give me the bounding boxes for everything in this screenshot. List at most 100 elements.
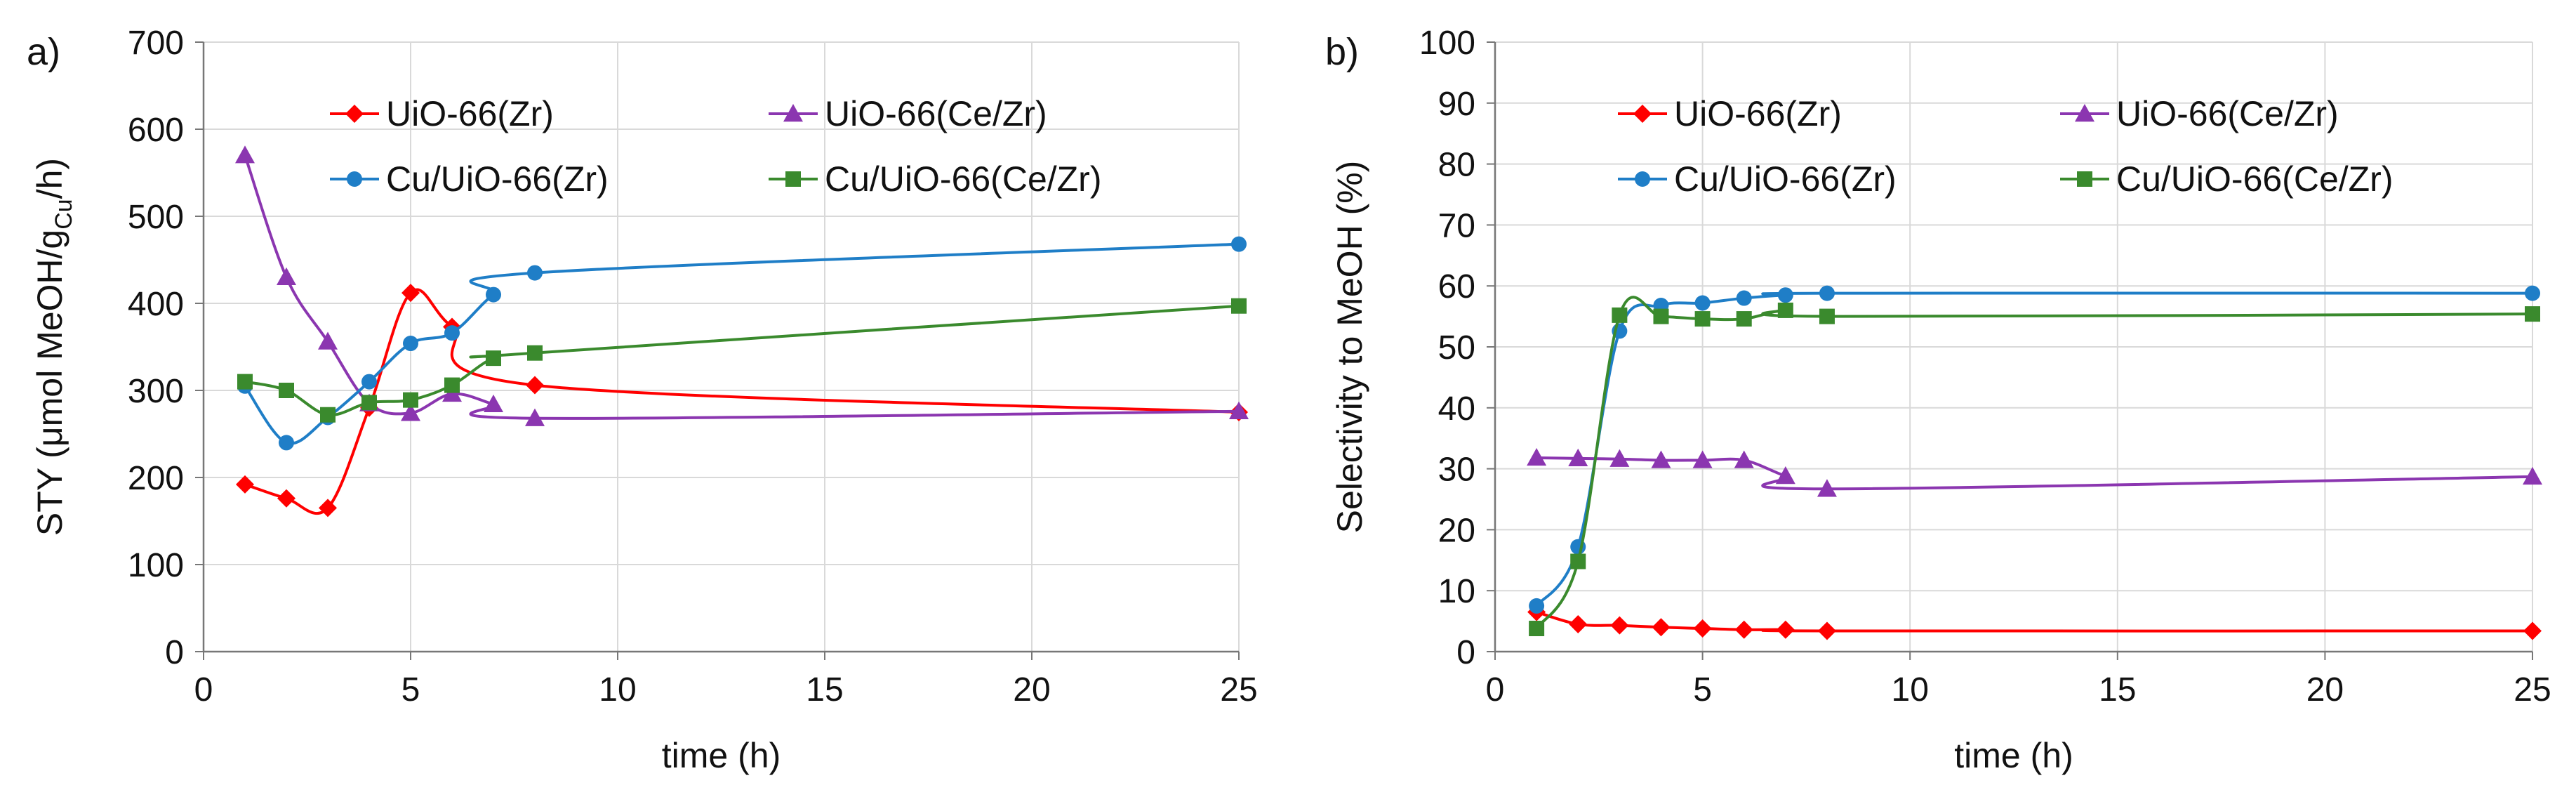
data-point xyxy=(1819,285,1835,301)
series-UiO-66(Zr) xyxy=(1527,602,2542,640)
data-point xyxy=(1653,308,1669,324)
data-point xyxy=(1777,302,1793,318)
y-axis-label-subscript: Cu xyxy=(51,199,77,229)
x-tick-label: 20 xyxy=(2306,671,2344,709)
data-point xyxy=(320,407,336,423)
data-point xyxy=(1231,298,1247,314)
data-point xyxy=(527,345,543,361)
legend-entry: Cu/UiO-66(Ce/Zr) xyxy=(769,159,1101,199)
data-point xyxy=(1527,447,1547,466)
x-axis-label: time (h) xyxy=(1954,736,2073,775)
data-point xyxy=(1776,620,1795,639)
data-point xyxy=(277,267,296,285)
x-tick-label: 5 xyxy=(401,671,420,709)
legend-label: UiO-66(Zr) xyxy=(386,94,554,133)
legend-entry: UiO-66(Ce/Zr) xyxy=(2060,94,2339,133)
data-point xyxy=(2525,285,2540,301)
legend-label: UiO-66(Ce/Zr) xyxy=(2116,94,2339,133)
legend-label: UiO-66(Zr) xyxy=(1674,94,1842,133)
data-point xyxy=(1775,466,1795,485)
y-tick-label: 700 xyxy=(128,25,184,62)
x-tick-label: 20 xyxy=(1013,671,1050,709)
data-point xyxy=(1694,295,1711,311)
y-tick-label: 0 xyxy=(1456,634,1475,671)
data-point xyxy=(2525,306,2540,322)
data-point xyxy=(444,377,460,393)
series-line xyxy=(244,304,1240,417)
series-Cu/UiO-66(Zr) xyxy=(1529,285,2540,614)
y-tick-label: 10 xyxy=(1438,573,1475,610)
y-tick-label: 200 xyxy=(128,460,184,497)
data-point xyxy=(526,376,544,395)
data-point xyxy=(1652,618,1671,637)
y-axis-label: STY (μmol MeOH/gCu/h) xyxy=(30,158,77,536)
chart-panel-b: b) 0 5 10 15 20 25 0 10 20 30 40 50 60 70 80 90 100 time (… xyxy=(1325,25,2551,775)
legend-marker xyxy=(783,104,803,122)
data-point xyxy=(237,374,253,390)
chart-panel-a: a) 0 5 10 15 20 25 0 100 200 300 400 500 600 700 time (… xyxy=(27,25,1258,775)
x-tick-label: 25 xyxy=(2514,671,2551,709)
legend-marker xyxy=(2075,104,2094,122)
y-tick-label: 60 xyxy=(1438,268,1475,305)
legend-entry: UiO-66(Zr) xyxy=(330,94,554,133)
data-point xyxy=(1734,620,1753,639)
x-tick-label: 5 xyxy=(1693,671,1712,709)
data-point xyxy=(277,489,296,508)
x-tick-label: 25 xyxy=(1220,671,1257,709)
y-tick-label: 40 xyxy=(1438,390,1475,428)
y-tick-label: 90 xyxy=(1438,86,1475,123)
legend-label: Cu/UiO-66(Zr) xyxy=(386,159,609,199)
data-point xyxy=(486,286,501,303)
legend-marker xyxy=(1635,171,1650,187)
data-point xyxy=(1568,448,1588,467)
data-point xyxy=(1569,614,1588,633)
data-point xyxy=(279,383,294,398)
data-point xyxy=(1231,236,1247,252)
legend-entry: UiO-66(Ce/Zr) xyxy=(769,94,1047,133)
data-point xyxy=(486,350,501,367)
series-line xyxy=(1536,610,2533,633)
data-point xyxy=(1736,311,1752,327)
data-point xyxy=(1817,621,1836,640)
y-tick-label: 500 xyxy=(128,199,184,236)
x-tick-label: 10 xyxy=(599,671,636,709)
y-axis-label-main: Selectivity to MeOH (%) xyxy=(1330,161,1369,534)
legend-entry: Cu/UiO-66(Zr) xyxy=(330,159,609,199)
data-point xyxy=(1610,616,1629,635)
data-point xyxy=(1694,311,1711,327)
legend-marker xyxy=(345,105,364,123)
series-Cu/UiO-66(Ce/Zr) xyxy=(237,298,1247,423)
data-point xyxy=(1609,449,1630,467)
x-tick-label: 15 xyxy=(2099,671,2136,709)
data-point xyxy=(525,408,545,426)
legend-entry: Cu/UiO-66(Ce/Zr) xyxy=(2060,159,2393,199)
series-line xyxy=(1535,291,2533,607)
data-point xyxy=(401,403,420,421)
data-point xyxy=(318,331,338,350)
data-point xyxy=(361,374,377,390)
x-tick-label: 0 xyxy=(194,671,213,709)
x-tick-label: 0 xyxy=(1486,671,1505,709)
x-axis-label: time (h) xyxy=(662,736,781,775)
y-tick-label: 20 xyxy=(1438,512,1475,549)
y-tick-label: 0 xyxy=(165,634,184,671)
data-point xyxy=(361,395,377,411)
data-point xyxy=(444,325,460,341)
data-point xyxy=(403,336,418,352)
series-line xyxy=(244,242,1240,445)
legend-entry: UiO-66(Zr) xyxy=(1618,94,1842,133)
legend-marker xyxy=(2077,171,2092,187)
data-point xyxy=(1612,307,1628,323)
data-point xyxy=(319,499,337,518)
data-point xyxy=(403,392,418,408)
y-axis-label: Selectivity to MeOH (%) xyxy=(1330,161,1369,534)
series-line xyxy=(1536,456,2533,491)
legend-marker xyxy=(785,171,801,187)
data-point xyxy=(1693,619,1712,638)
data-point xyxy=(1734,450,1754,468)
data-point xyxy=(1529,598,1545,614)
y-tick-label: 400 xyxy=(128,286,184,323)
data-point xyxy=(1736,290,1752,306)
data-point xyxy=(279,435,294,451)
y-tick-label: 100 xyxy=(1419,25,1475,62)
